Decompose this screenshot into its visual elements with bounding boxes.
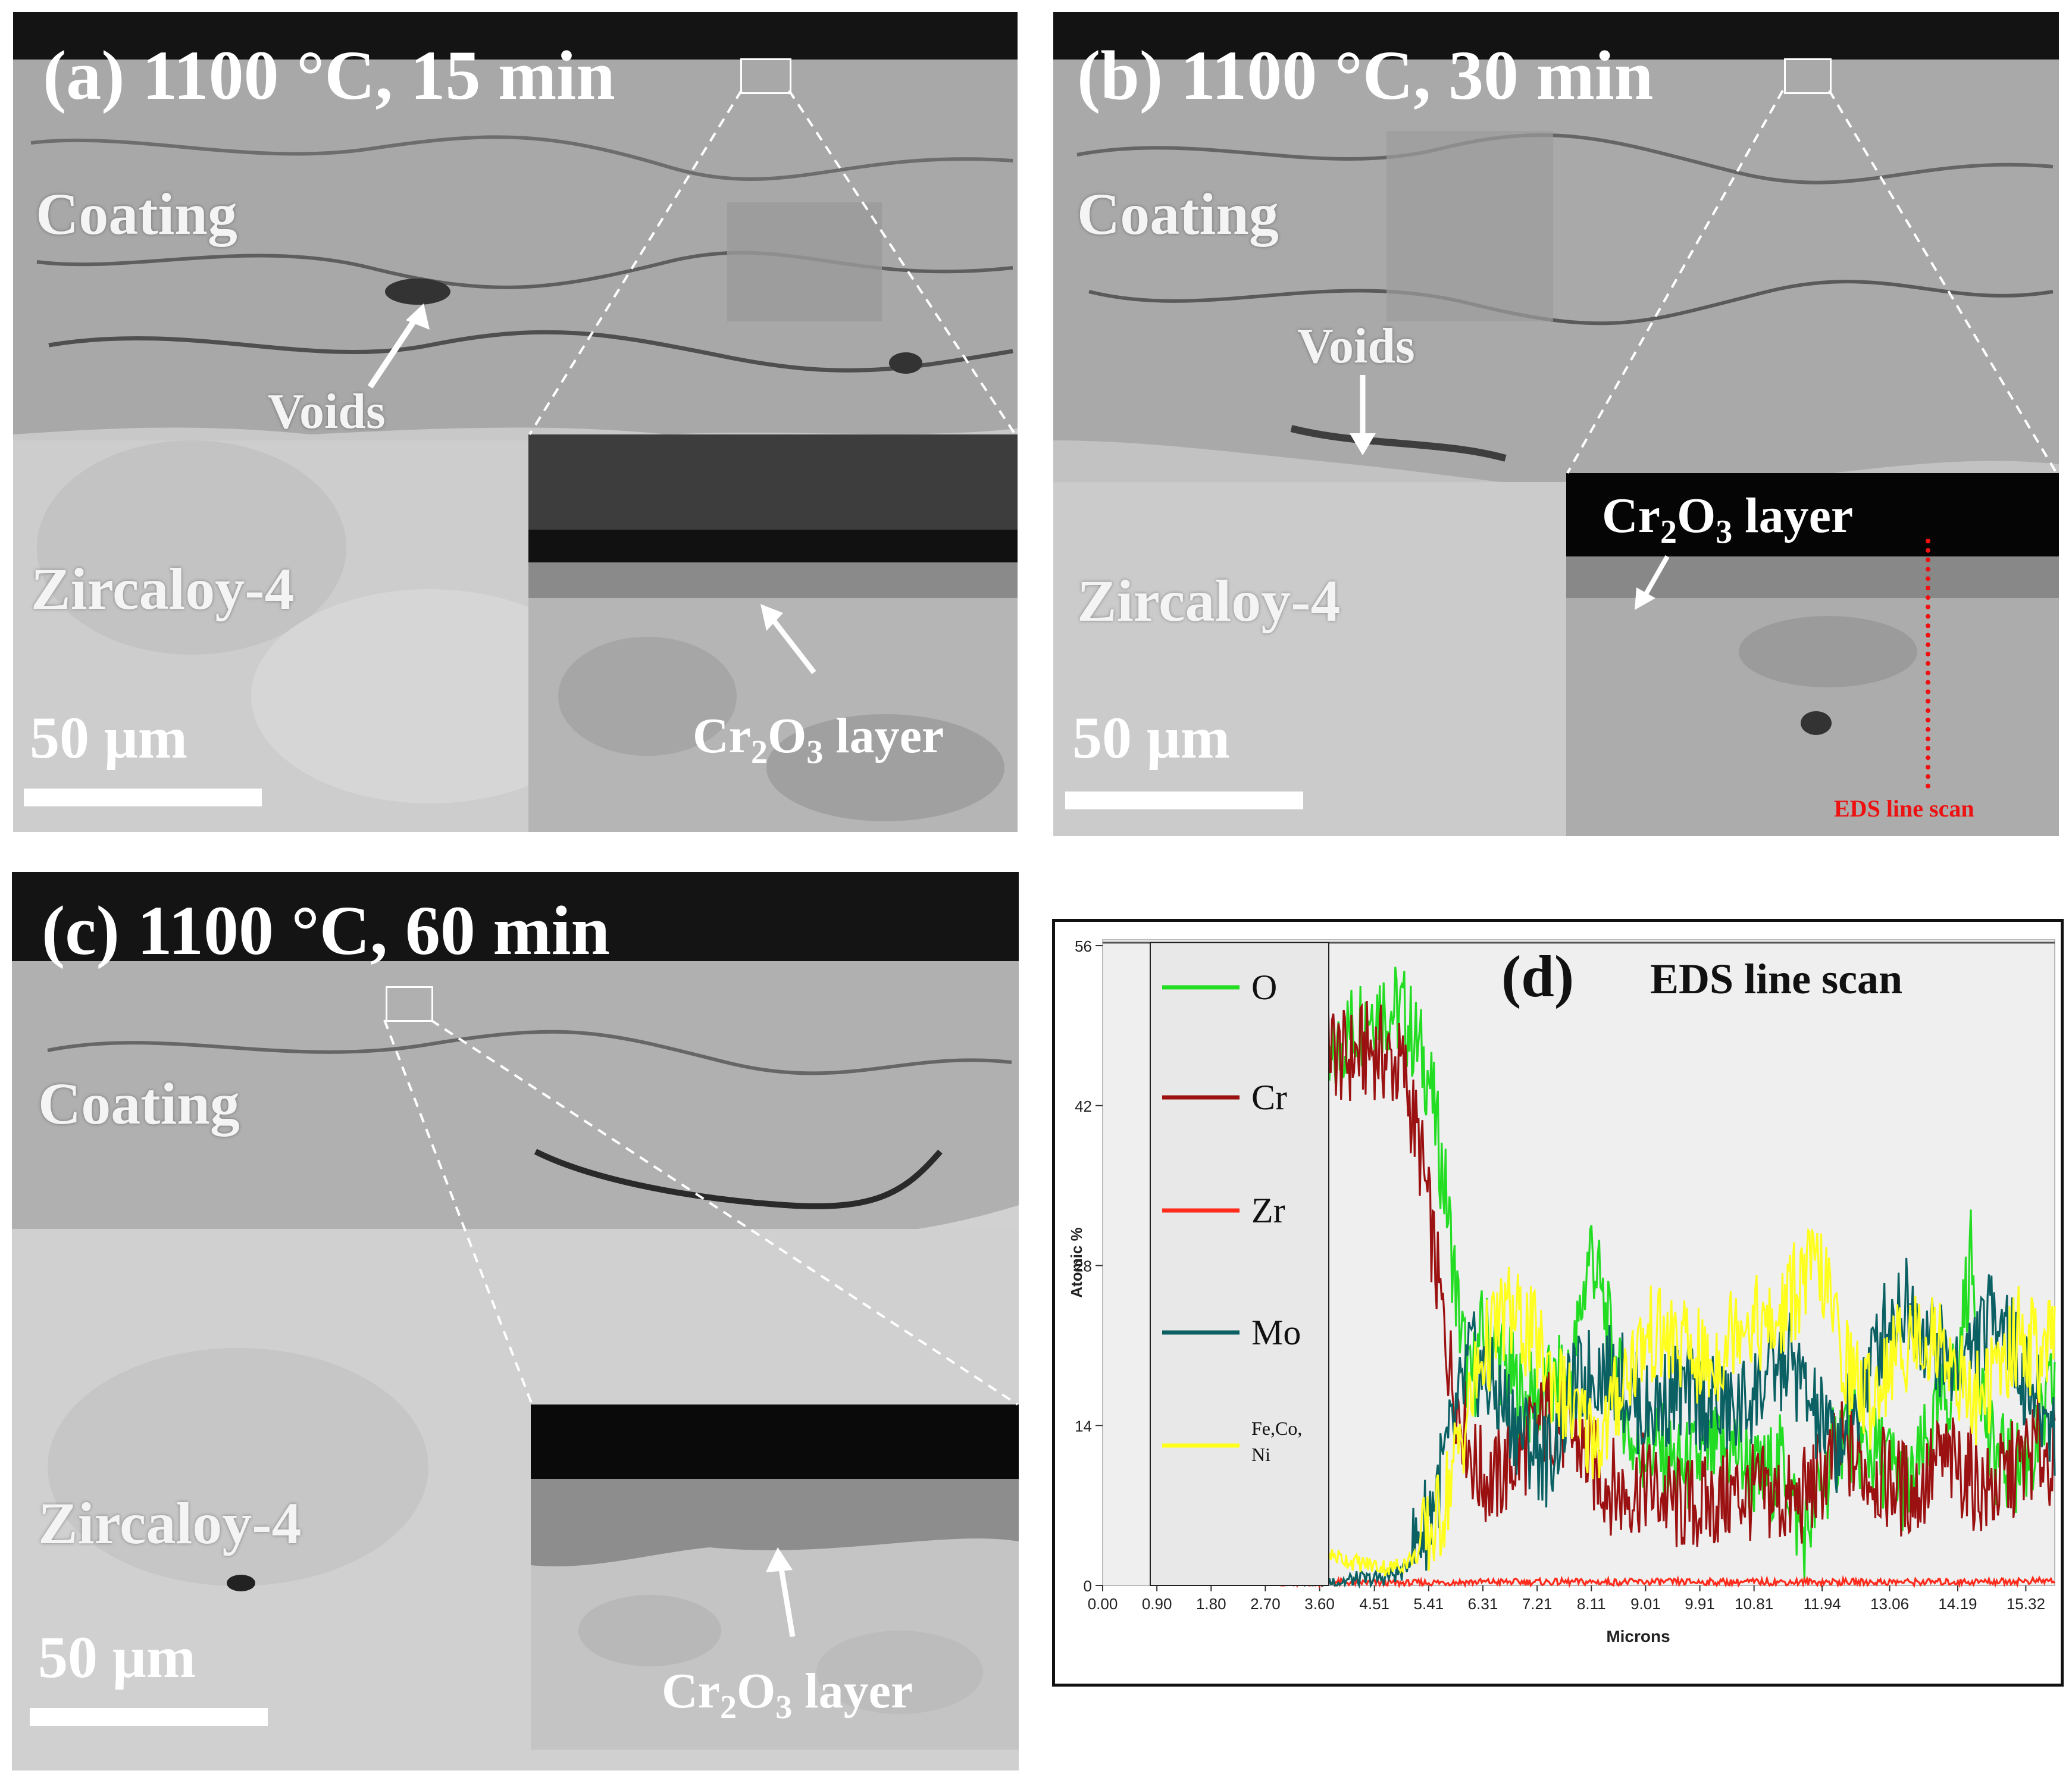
x-tick-label: 8.11 [1577, 1595, 1606, 1613]
series-line-feconi [1279, 1228, 2056, 1579]
legend-label: Zr [1251, 1191, 1285, 1230]
panel-b-title: (b) 1100 °C, 30 min [1077, 36, 1654, 114]
scale-bar-label: 50 μm [30, 705, 187, 771]
x-tick-label: 4.51 [1359, 1595, 1389, 1613]
x-tick-label: 0.90 [1142, 1595, 1172, 1613]
scale-bar [30, 1708, 268, 1726]
x-tick-label: 3.60 [1304, 1595, 1335, 1613]
scale-bar [24, 789, 262, 806]
eds-scan-line [1926, 539, 1930, 789]
coating-label: Coating [1077, 181, 1279, 247]
y-tick-label: 14 [1075, 1417, 1092, 1435]
voids-arrow-icon [1350, 375, 1376, 455]
voids-label: Voids [268, 384, 386, 439]
scale-bar-label: 50 μm [38, 1624, 196, 1690]
x-tick-label: 14.19 [1938, 1595, 1977, 1613]
x-tick-label: 11.94 [1804, 1595, 1841, 1613]
x-tick-label: 0.00 [1088, 1595, 1118, 1613]
series-line-zr [1280, 1575, 2056, 1589]
substrate-label: Zircaloy-4 [1077, 568, 1341, 634]
series-line-cr [1279, 997, 2056, 1586]
cr2o3-arrow-icon [766, 1547, 796, 1637]
sem-panel-c: (c) 1100 °C, 60 min Coating Zircaloy-4 5… [12, 872, 1019, 1771]
x-tick-label: 5.41 [1414, 1595, 1444, 1613]
inset-b: Cr2O3 layer EDS line scan [1566, 473, 2059, 836]
inset-cr2o3-label: Cr2O3 layer [693, 708, 944, 771]
inset-micrograph-b [1566, 473, 2059, 836]
y-tick-label: 56 [1075, 937, 1092, 955]
sem-panel-b: (b) 1100 °C, 30 min Coating Voids Zircal… [1053, 12, 2059, 836]
cr2o3-arrow-icon [1635, 555, 1670, 610]
chart-panel-label: (d) [1501, 943, 1574, 1009]
panel-a-title: (a) 1100 °C, 15 min [43, 36, 615, 114]
inset-cr2o3-label: Cr2O3 layer [662, 1663, 913, 1726]
inset-micrograph-a [528, 434, 1018, 832]
coating-label: Coating [36, 181, 237, 247]
legend-label: Mo [1251, 1313, 1301, 1352]
y-tick-label: 42 [1075, 1097, 1092, 1115]
sem-panel-a: (a) 1100 °C, 15 min Coating Voids Zircal… [13, 12, 1018, 832]
legend-box [1150, 942, 1329, 1586]
eds-scan-label: EDS line scan [1834, 795, 1974, 822]
inset-micrograph-c [531, 1404, 1019, 1750]
y-tick-label: 28 [1075, 1258, 1092, 1275]
legend-label: O [1251, 968, 1277, 1007]
x-tick-label: 7.21 [1522, 1595, 1553, 1613]
inset-cr2o3-label: Cr2O3 layer [1602, 488, 1854, 550]
chart-title: EDS line scan [1650, 955, 1902, 1003]
x-tick-label: 2.70 [1250, 1595, 1281, 1613]
series-line-mo [1279, 1258, 2056, 1589]
voids-arrow-icon [367, 304, 430, 389]
scale-bar [1065, 792, 1303, 809]
zoom-region-box [386, 986, 433, 1022]
x-tick-label: 1.80 [1196, 1595, 1226, 1613]
inset-a: Cr2O3 layer [528, 434, 1018, 832]
panel-c-title: (c) 1100 °C, 60 min [42, 892, 611, 969]
inset-c: Cr2O3 layer [531, 1404, 1019, 1750]
cr2o3-arrow-icon [760, 604, 816, 674]
x-tick-label: 9.01 [1630, 1595, 1661, 1613]
substrate-label: Zircaloy-4 [31, 556, 295, 622]
eds-line-scan-chart: 0 14 28 42 56 0.00 0.90 1.80 2.70 3.60 4.51 5.41 6.3… [1068, 937, 2056, 1646]
x-tick-label: 10.81 [1735, 1595, 1773, 1613]
x-tick-label: 13.06 [1870, 1595, 1909, 1613]
zoom-region-box [740, 58, 791, 94]
voids-label: Voids [1297, 318, 1415, 374]
coating-label: Coating [38, 1071, 240, 1137]
legend-label: Cr [1251, 1078, 1287, 1117]
legend-label: Fe,Co, [1251, 1418, 1302, 1439]
x-tick-label: 9.91 [1685, 1595, 1715, 1613]
zoom-region-box [1784, 58, 1832, 94]
scale-bar-label: 50 μm [1072, 705, 1230, 771]
y-tick-label: 0 [1084, 1577, 1092, 1595]
x-tick-label: 6.31 [1468, 1595, 1498, 1613]
x-tick-label: 15.32 [2007, 1595, 2045, 1613]
y-axis-label: Atomic % [1068, 1227, 1085, 1297]
substrate-label: Zircaloy-4 [38, 1490, 302, 1556]
legend-label: Ni [1251, 1444, 1270, 1465]
x-axis-label: Microns [1606, 1627, 1670, 1646]
eds-chart-panel: 0 14 28 42 56 0.00 0.90 1.80 2.70 3.60 4.51 5.41 6.3… [1052, 919, 2064, 1687]
